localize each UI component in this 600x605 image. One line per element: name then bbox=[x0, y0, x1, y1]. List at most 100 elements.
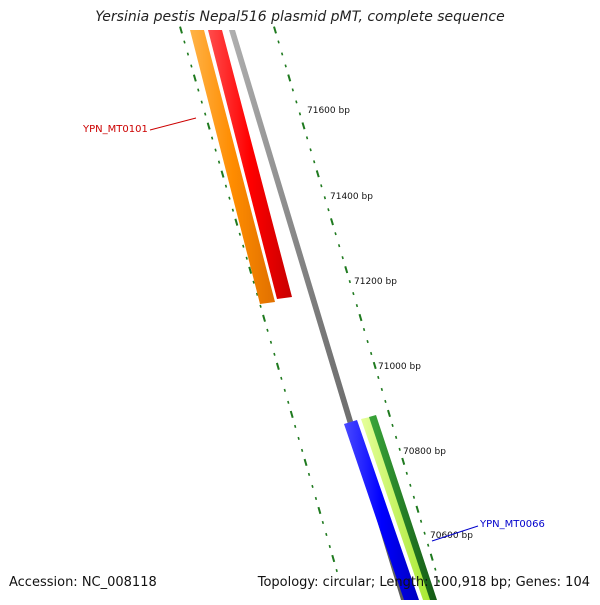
inner-track-tick bbox=[328, 544, 331, 549]
inner-track-tick bbox=[300, 448, 304, 452]
outer-track-tick bbox=[341, 256, 344, 260]
outer-track-tick bbox=[412, 495, 416, 499]
outer-track-tick bbox=[295, 100, 298, 104]
outer-track-tick bbox=[415, 505, 420, 513]
inner-track-tick bbox=[242, 244, 245, 248]
inner-track-tick bbox=[179, 26, 183, 34]
gene-label-ypn-mt0101[interactable]: YPN_MT0101 bbox=[82, 124, 148, 135]
map-title: Yersinia pestis Nepal516 plasmid pMT, co… bbox=[95, 9, 505, 25]
outer-track-tick bbox=[372, 361, 377, 370]
cds-feature-ypn-mt0066-blue[interactable] bbox=[344, 420, 419, 600]
inner-track-tick bbox=[200, 100, 203, 104]
inner-track-tick bbox=[217, 160, 221, 164]
outer-track-tick bbox=[334, 232, 337, 236]
inner-track-tick bbox=[190, 64, 193, 68]
inner-track-tick bbox=[192, 74, 197, 82]
gene-feature-ypn-mt0066-green[interactable] bbox=[369, 415, 437, 600]
inner-track-tick bbox=[204, 112, 207, 116]
outer-track-tick bbox=[348, 280, 351, 284]
inner-track-tick bbox=[275, 362, 280, 370]
inner-track-tick bbox=[210, 136, 214, 140]
inner-track-tick bbox=[289, 410, 294, 419]
outer-track-tick bbox=[401, 457, 406, 465]
outer-tick-track bbox=[273, 26, 441, 583]
inner-track-tick bbox=[269, 340, 273, 344]
outer-track-tick bbox=[337, 244, 341, 248]
inner-track-tick bbox=[266, 328, 269, 332]
inner-track-tick bbox=[238, 232, 241, 236]
inner-track-tick bbox=[252, 280, 255, 284]
inner-tick-track bbox=[179, 26, 338, 573]
inner-track-tick bbox=[325, 532, 328, 537]
outer-track-tick bbox=[419, 519, 423, 523]
inner-track-tick bbox=[287, 400, 290, 404]
tick-labels: 71600 bp 71400 bp 71200 bp 71000 bp 7080… bbox=[307, 106, 473, 541]
inner-track-tick bbox=[314, 496, 318, 501]
inner-track-tick bbox=[259, 304, 262, 308]
tick-label-71600: 71600 bp bbox=[307, 106, 350, 116]
outer-track-tick bbox=[391, 423, 394, 427]
outer-track-tick bbox=[427, 543, 430, 547]
outer-track-tick bbox=[305, 136, 309, 140]
outer-track-tick bbox=[309, 148, 312, 152]
outer-track-tick bbox=[330, 218, 334, 226]
outer-track-tick bbox=[380, 387, 384, 392]
outer-track-tick bbox=[327, 208, 330, 212]
outer-track-tick bbox=[423, 531, 426, 535]
outer-track-tick bbox=[394, 435, 398, 439]
outer-track-tick bbox=[384, 399, 387, 404]
inner-track-tick bbox=[307, 472, 311, 476]
outer-track-tick bbox=[320, 184, 323, 188]
inner-track-tick bbox=[220, 170, 225, 178]
inner-track-tick bbox=[197, 88, 200, 92]
outer-track-tick bbox=[277, 40, 280, 44]
outer-track-tick bbox=[301, 122, 306, 130]
tick-label-71200: 71200 bp bbox=[354, 277, 397, 287]
inner-track-tick bbox=[228, 196, 231, 200]
inner-track-tick bbox=[186, 52, 190, 56]
outer-track-tick bbox=[344, 265, 349, 274]
inner-track-tick bbox=[335, 568, 338, 573]
outer-track-tick bbox=[284, 64, 287, 68]
outer-track-tick bbox=[362, 327, 366, 332]
outer-track-tick bbox=[291, 88, 294, 92]
gene-feature-ypn-mt0066-lime[interactable] bbox=[361, 417, 432, 600]
inner-track-tick bbox=[311, 484, 314, 489]
summary-text: Topology: circular; Length: 100,918 bp; … bbox=[257, 575, 590, 590]
gene-leader-ypn-mt0101 bbox=[149, 117, 197, 131]
outer-track-tick bbox=[273, 26, 277, 34]
inner-track-tick bbox=[273, 352, 276, 356]
inner-track-tick bbox=[224, 184, 228, 188]
outer-track-tick bbox=[434, 567, 437, 571]
tick-label-71400: 71400 bp bbox=[330, 192, 373, 202]
inner-track-tick bbox=[317, 506, 322, 515]
inner-track-tick bbox=[234, 218, 239, 226]
inner-track-tick bbox=[262, 314, 266, 322]
inner-track-tick bbox=[294, 424, 297, 428]
inner-track-tick bbox=[214, 148, 217, 152]
outer-track-tick bbox=[355, 304, 359, 308]
accession-text: Accession: NC_008118 bbox=[9, 575, 157, 590]
outer-track-tick bbox=[287, 74, 292, 82]
inner-track-tick bbox=[255, 292, 259, 296]
outer-track-tick bbox=[315, 170, 320, 178]
cds-feature-ypn-mt0101-red[interactable] bbox=[208, 30, 292, 299]
outer-track-tick bbox=[405, 471, 408, 475]
outer-track-tick bbox=[409, 483, 412, 487]
gene-leader-ypn-mt0066 bbox=[431, 525, 479, 542]
outer-track-tick bbox=[437, 579, 441, 583]
tick-label-70800: 70800 bp bbox=[403, 447, 446, 457]
tick-label-70600: 70600 bp bbox=[430, 531, 473, 541]
outer-track-tick bbox=[313, 160, 316, 164]
inner-track-tick bbox=[303, 458, 308, 467]
gene-feature-ypn-mt0101-orange[interactable] bbox=[190, 30, 275, 304]
inner-track-tick bbox=[245, 256, 248, 260]
inner-track-tick bbox=[183, 40, 186, 44]
outer-track-tick bbox=[323, 196, 327, 200]
gene-label-ypn-mt0066[interactable]: YPN_MT0066 bbox=[479, 519, 545, 530]
inner-track-tick bbox=[231, 208, 235, 212]
outer-track-tick bbox=[352, 292, 355, 296]
tick-label-71000: 71000 bp bbox=[378, 362, 421, 372]
